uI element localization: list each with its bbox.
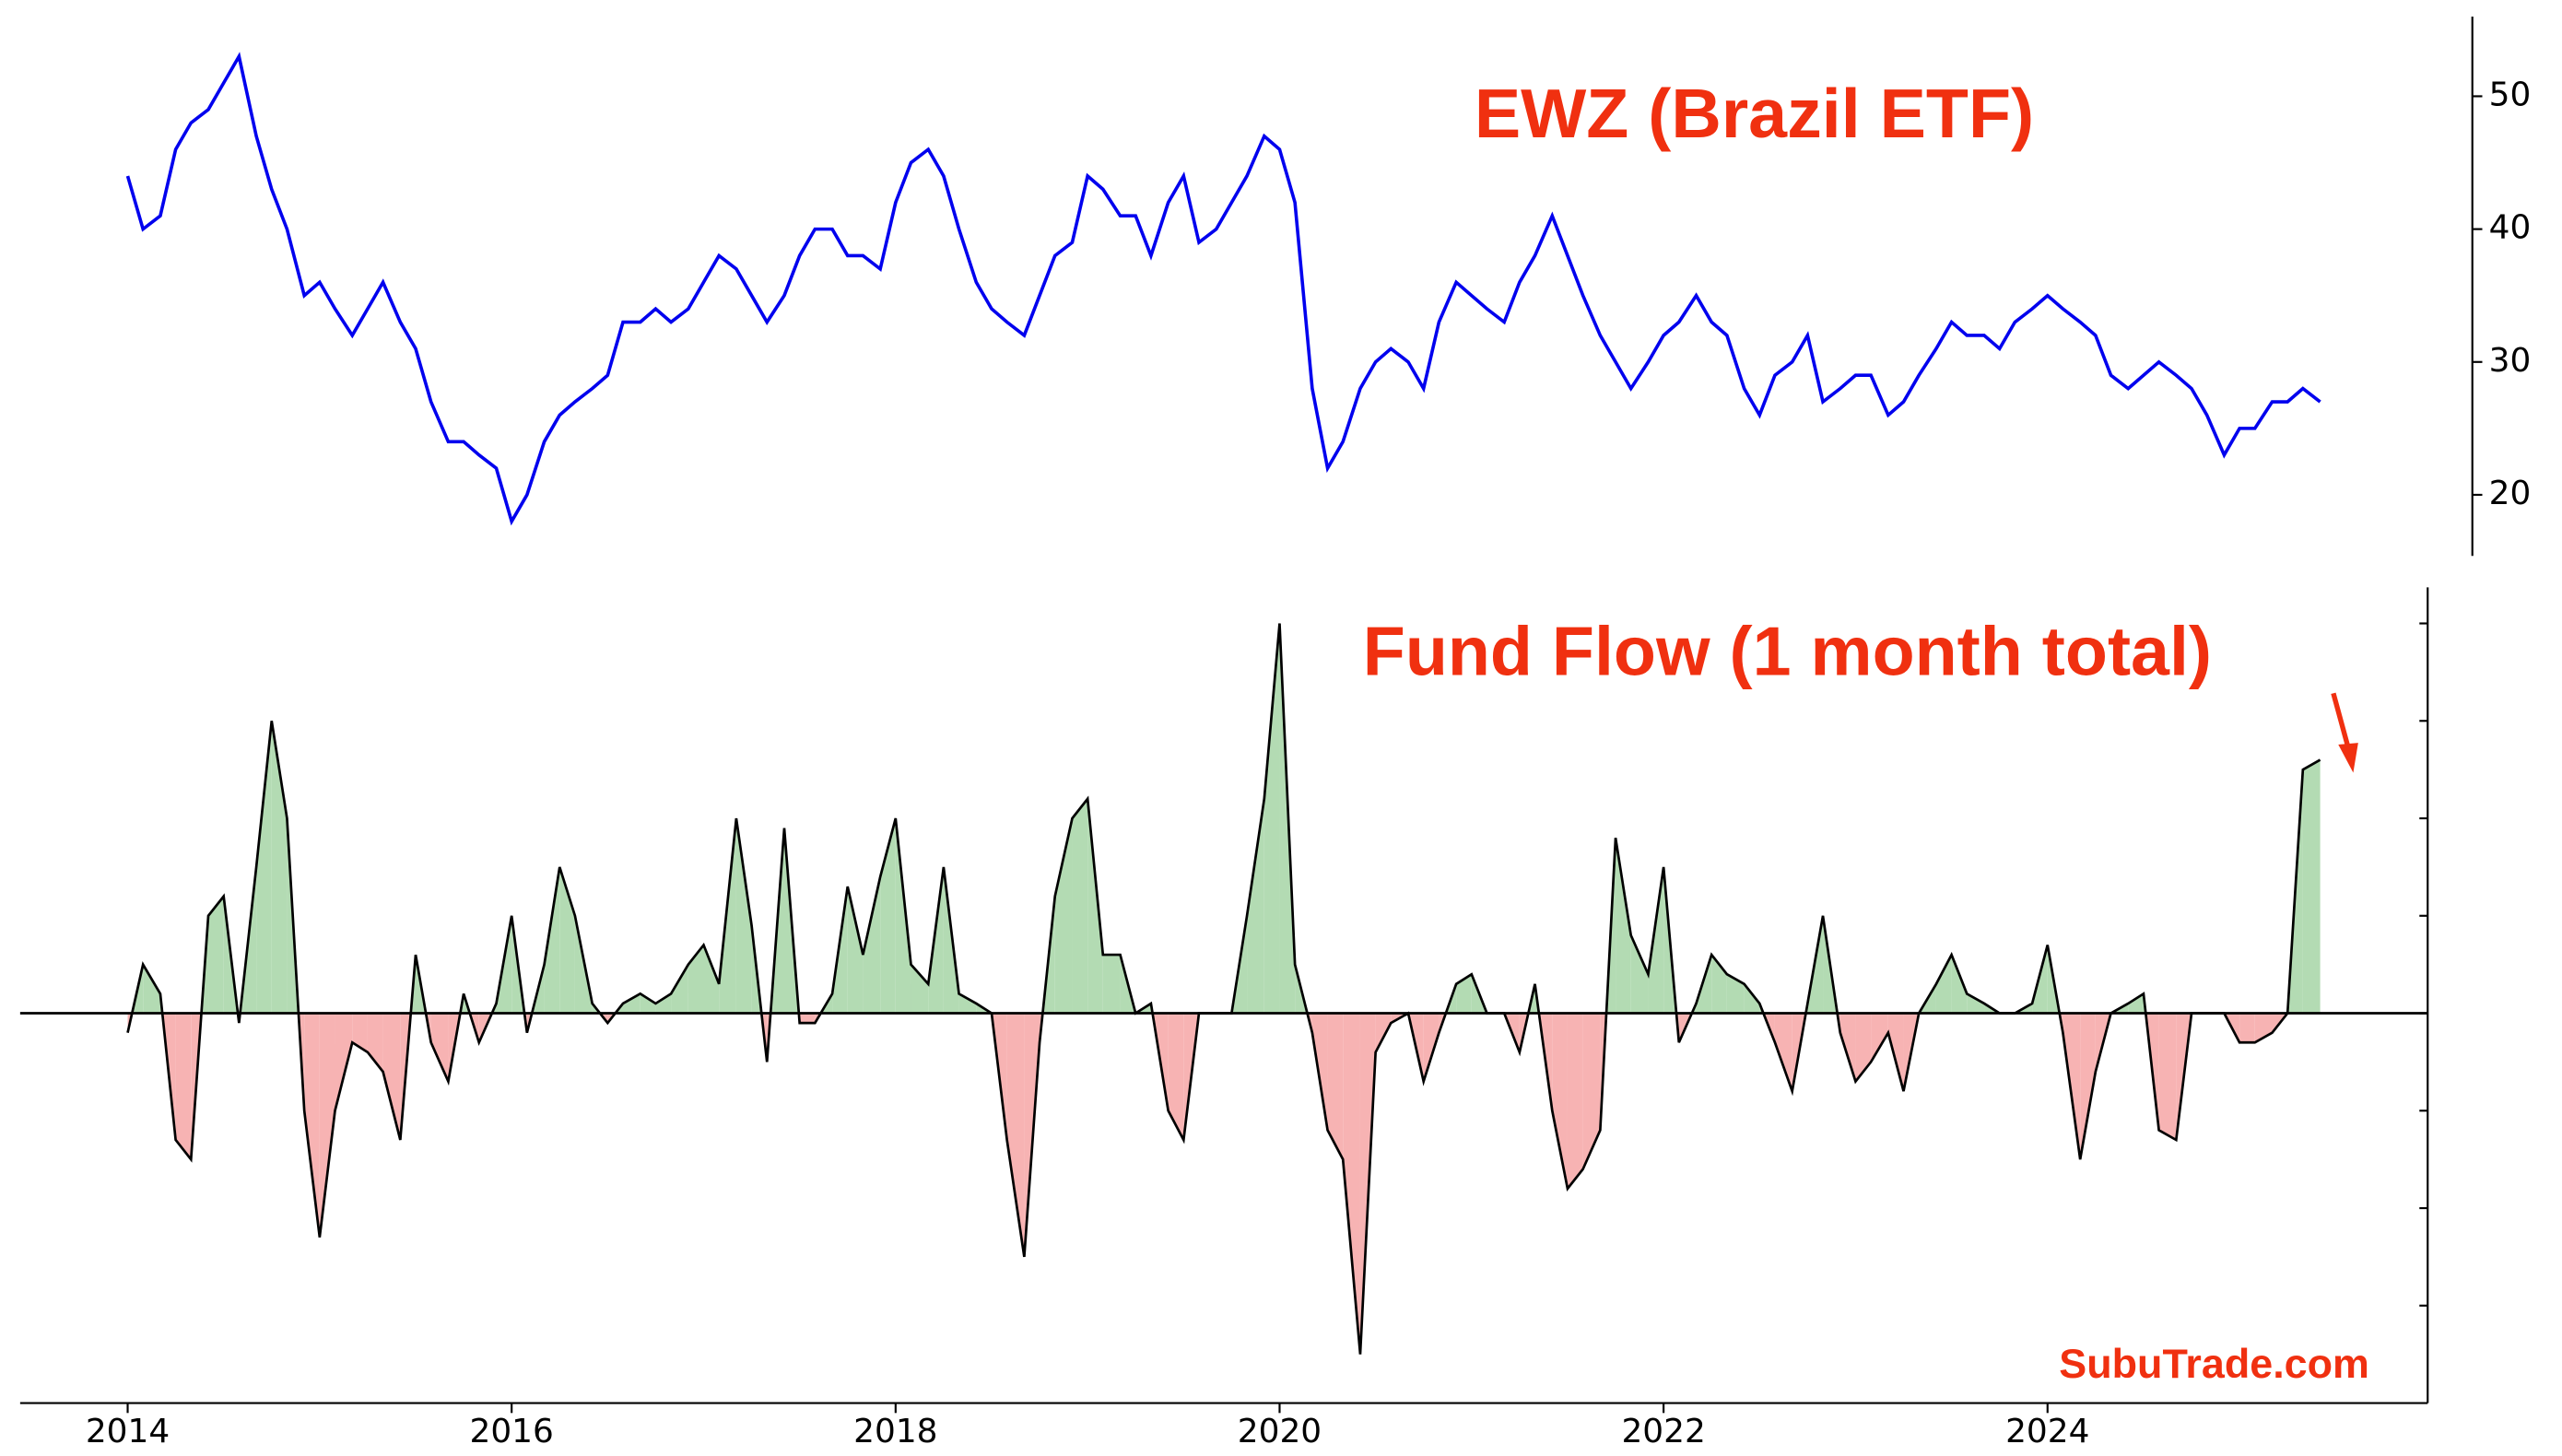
x-tick-label: 2014: [86, 1413, 170, 1450]
area-fill: [623, 993, 640, 1014]
area-fill: [352, 1013, 368, 1052]
area-fill: [1087, 798, 1103, 1014]
area-fill: [1054, 818, 1073, 1014]
area-fill: [1711, 955, 1727, 1014]
area-fill: [256, 721, 272, 1014]
arrow: [2331, 692, 2358, 773]
area-fill: [2080, 1013, 2096, 1160]
area-fill: [175, 1013, 192, 1160]
area-fill: [2239, 1013, 2255, 1043]
area-fill: [1678, 1013, 1692, 1043]
area-fill: [469, 1013, 479, 1043]
area-fill: [770, 828, 784, 1014]
x-tick-label: 2022: [1621, 1413, 1705, 1450]
area-fill: [511, 915, 525, 1014]
area-fill: [1343, 1013, 1360, 1355]
area-fill: [1456, 974, 1472, 1014]
area-fill: [430, 1013, 449, 1082]
area-fill: [1247, 798, 1264, 1014]
area-fill: [735, 818, 752, 1014]
area-fill: [671, 964, 688, 1014]
area-fill: [911, 964, 929, 1014]
area-fill: [895, 818, 911, 1014]
area-fill: [655, 993, 672, 1014]
area-fill: [703, 945, 720, 1014]
area-fill: [304, 1013, 320, 1238]
area-fill: [863, 876, 881, 1014]
area-fill: [761, 1013, 768, 1063]
area-fill: [847, 887, 864, 1014]
y-tick-label: 20: [2489, 475, 2532, 512]
area-fill: [958, 993, 977, 1014]
area-fill: [544, 866, 560, 1014]
area-fill: [201, 915, 209, 1014]
area-fill: [1582, 1013, 1601, 1169]
area-fill: [367, 1013, 383, 1072]
y-tick-label: 50: [2489, 76, 2532, 113]
area-fill: [2302, 759, 2321, 1014]
area-fill: [1630, 934, 1649, 1014]
area-fill: [1967, 993, 1985, 1014]
area-fill: [2158, 1013, 2177, 1141]
chart-title: Fund Flow (1 month total): [1363, 613, 2212, 690]
area-fill: [1006, 1013, 1025, 1257]
area-fill: [1327, 1013, 1344, 1160]
area-fill: [271, 721, 288, 1014]
area-fill: [1839, 1013, 1856, 1082]
area-fill: [1072, 798, 1088, 1014]
area-fill: [1423, 1013, 1440, 1082]
area-fill: [688, 945, 704, 1014]
area-fill: [799, 1013, 816, 1024]
area-fill: [1855, 1013, 1872, 1082]
area-fill: [1552, 1013, 1568, 1189]
area-fill: [1567, 1013, 1583, 1189]
area-fill: [2128, 993, 2144, 1014]
area-fill: [1744, 983, 1760, 1014]
area-fill: [1263, 623, 1280, 1014]
area-fill: [319, 1013, 335, 1238]
y-tick-label: 40: [2489, 209, 2532, 247]
area-fill: [143, 964, 160, 1014]
area-fill: [382, 1013, 401, 1141]
x-tick-label: 2020: [1238, 1413, 1322, 1450]
area-fill: [335, 1013, 353, 1111]
area-fill: [2254, 1013, 2273, 1043]
area-fill: [1951, 955, 1968, 1014]
area-fill: [640, 993, 656, 1014]
x-tick-label: 2018: [853, 1413, 937, 1450]
flow-line: [126, 623, 2321, 1355]
chart-title: EWZ (Brazil ETF): [1475, 75, 2034, 152]
price-line: [125, 52, 2321, 526]
area-fill: [1648, 866, 1664, 1014]
watermark: SubuTrade.com: [2059, 1340, 2369, 1387]
area-fill: [559, 866, 575, 1014]
area-fill: [1774, 1013, 1792, 1092]
x-tick-label: 2016: [470, 1413, 554, 1450]
area-fill: [287, 818, 299, 1014]
area-fill: [1168, 1013, 1184, 1141]
area-fill: [1616, 838, 1631, 1014]
y-tick-label: 30: [2489, 342, 2532, 380]
area-fill: [1871, 1013, 1888, 1063]
x-tick-label: 2024: [2005, 1413, 2089, 1450]
area-fill: [1726, 974, 1745, 1014]
area-fill: [1102, 955, 1121, 1014]
area-fill: [208, 896, 224, 1014]
area-fill: [1935, 955, 1952, 1014]
